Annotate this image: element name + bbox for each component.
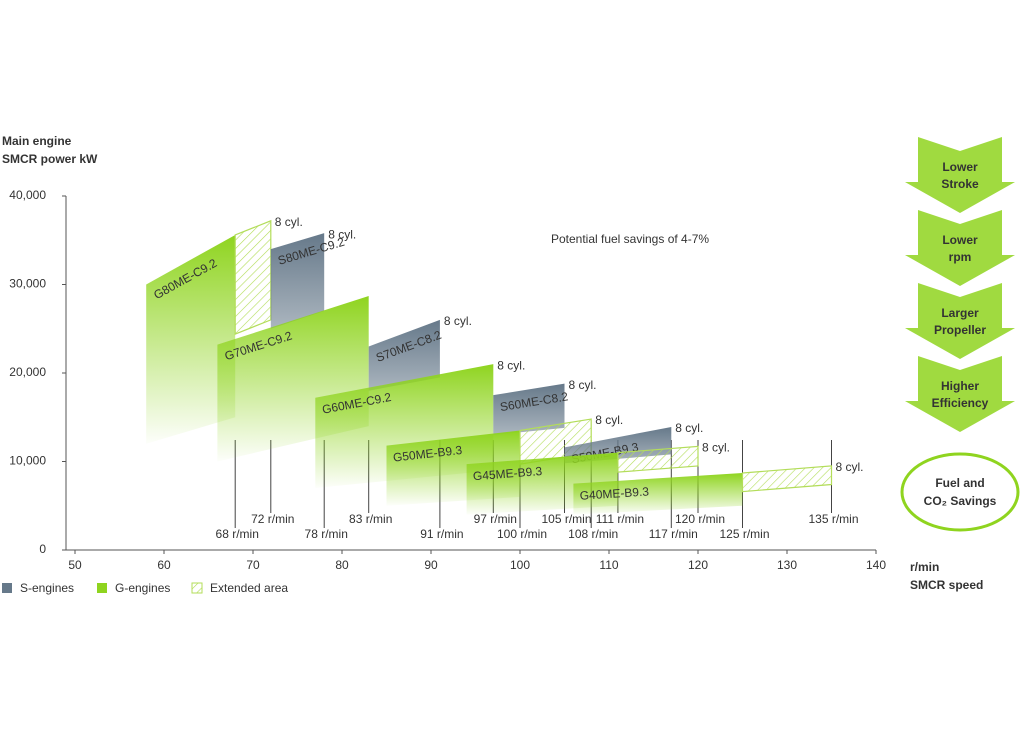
arrow-label: Stroke bbox=[941, 177, 979, 191]
arrow-label: Efficiency bbox=[932, 396, 989, 410]
engine-envelope bbox=[270, 233, 325, 329]
rpm-label: 68 r/min bbox=[216, 527, 259, 541]
arrow-shape bbox=[905, 210, 1015, 286]
x-axis-label: SMCR speed bbox=[910, 578, 983, 592]
extended-area bbox=[234, 219, 272, 335]
result-ellipse bbox=[900, 452, 1020, 532]
cylinder-label: 8 cyl. bbox=[595, 413, 623, 427]
cylinder-label: 8 cyl. bbox=[569, 378, 597, 392]
x-tick-label: 70 bbox=[246, 558, 260, 572]
engine-envelope bbox=[573, 473, 743, 515]
x-tick-label: 100 bbox=[510, 558, 530, 572]
arrow-label: Larger bbox=[941, 306, 979, 320]
rpm-label: 117 r/min bbox=[649, 527, 698, 541]
rpm-label: 125 r/min bbox=[719, 527, 769, 541]
legend-swatch bbox=[97, 583, 107, 593]
rpm-label: 83 r/min bbox=[349, 512, 392, 526]
x-tick-label: 110 bbox=[599, 558, 618, 572]
result-label: Fuel and bbox=[935, 476, 984, 490]
arrow-label: Propeller bbox=[934, 323, 986, 337]
rpm-label: 100 r/min bbox=[497, 527, 547, 541]
rpm-label: 120 r/min bbox=[675, 512, 725, 526]
legend-label: S-engines bbox=[20, 581, 74, 595]
y-tick-label: 10,000 bbox=[9, 454, 46, 468]
legend-swatch bbox=[191, 582, 203, 594]
legend-swatch bbox=[2, 583, 12, 593]
rpm-label: 108 r/min bbox=[568, 527, 618, 541]
cylinder-label: 8 cyl. bbox=[836, 460, 864, 474]
cylinder-label: 8 cyl. bbox=[328, 227, 356, 241]
cylinder-label: 8 cyl. bbox=[497, 358, 525, 372]
x-tick-label: 50 bbox=[68, 558, 82, 572]
result-label: CO₂ Savings bbox=[924, 494, 997, 508]
y-axis-label: Main engine bbox=[2, 134, 72, 148]
annotation: Potential fuel savings of 4-7% bbox=[551, 232, 709, 246]
arrow-label: Lower bbox=[942, 160, 978, 174]
extended-area bbox=[741, 465, 833, 493]
x-tick-label: 140 bbox=[866, 558, 886, 572]
x-tick-label: 80 bbox=[335, 558, 349, 572]
rpm-label: 111 r/min bbox=[596, 512, 644, 526]
engine-envelope bbox=[368, 319, 440, 391]
x-axis-label: r/min bbox=[910, 560, 939, 574]
legend-label: Extended area bbox=[210, 581, 288, 595]
y-tick-label: 30,000 bbox=[9, 277, 46, 291]
engine-envelope bbox=[146, 234, 236, 444]
legend-label: G-engines bbox=[115, 581, 170, 595]
engine-name: G45ME-B9.3 bbox=[472, 464, 543, 483]
arrow-label: Higher bbox=[941, 379, 979, 393]
y-axis-label: SMCR power kW bbox=[2, 152, 98, 166]
arrow-shape bbox=[905, 356, 1015, 432]
y-tick-label: 20,000 bbox=[9, 365, 46, 379]
x-tick-label: 130 bbox=[777, 558, 797, 572]
rpm-label: 105 r/min bbox=[541, 512, 591, 526]
x-tick-label: 60 bbox=[157, 558, 171, 572]
cylinder-label: 8 cyl. bbox=[444, 314, 472, 328]
engine-envelope bbox=[493, 383, 565, 435]
rpm-label: 97 r/min bbox=[474, 512, 517, 526]
x-tick-label: 90 bbox=[424, 558, 438, 572]
arrow-shape bbox=[905, 283, 1015, 359]
rpm-label: 72 r/min bbox=[251, 512, 294, 526]
rpm-label: 78 r/min bbox=[305, 527, 348, 541]
extended-area bbox=[617, 445, 699, 473]
cylinder-label: 8 cyl. bbox=[275, 215, 303, 229]
arrow-label: Lower bbox=[942, 233, 978, 247]
arrow-shape bbox=[905, 137, 1015, 213]
arrow-label: rpm bbox=[949, 250, 972, 264]
cylinder-label: 8 cyl. bbox=[675, 421, 703, 435]
y-tick-label: 0 bbox=[39, 542, 46, 556]
y-tick-label: 40,000 bbox=[9, 188, 46, 202]
cylinder-label: 8 cyl. bbox=[702, 441, 730, 455]
rpm-label: 91 r/min bbox=[420, 527, 463, 541]
rpm-label: 135 r/min bbox=[808, 512, 858, 526]
engine-name: G40ME-B9.3 bbox=[579, 484, 649, 502]
x-tick-label: 120 bbox=[688, 558, 708, 572]
